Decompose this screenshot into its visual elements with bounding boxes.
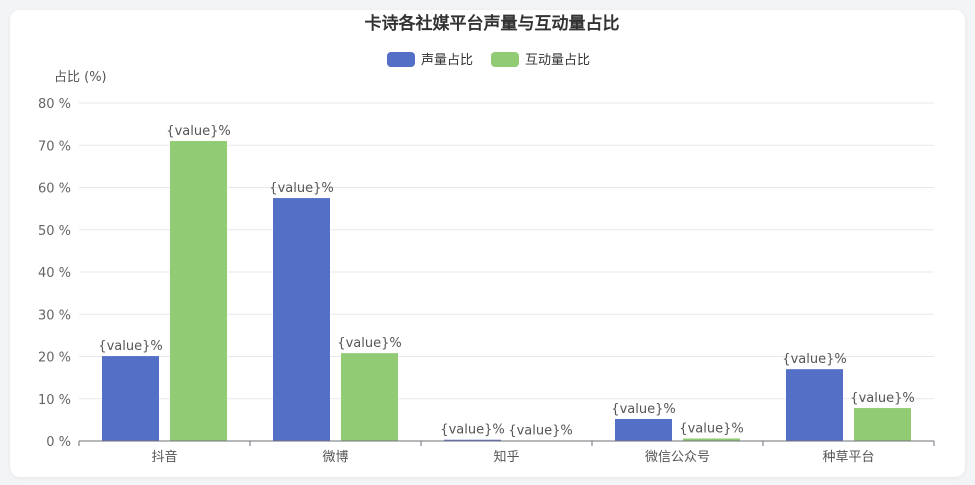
chart-title: 卡诗各社媒平台声量与互动量占比 [365,13,620,34]
x-tick-label: 种草平台 [822,450,874,465]
data-label: {value}% [166,124,230,139]
bar[interactable] [683,438,740,441]
bar[interactable] [786,369,843,441]
y-tick-label: 0 % [46,435,71,450]
bar[interactable] [273,198,330,441]
y-tick-label: 40 % [38,266,71,281]
data-label: {value}% [98,339,162,354]
legend-label[interactable]: 声量占比 [421,53,473,68]
legend-swatch[interactable] [491,52,519,67]
y-tick-label: 70 % [38,139,71,154]
data-label: {value}% [782,352,846,367]
bar[interactable] [102,356,159,441]
data-label: {value}% [850,391,914,406]
y-tick-label: 50 % [38,224,71,239]
bar[interactable] [615,419,672,441]
data-label: {value}% [679,421,743,436]
x-tick-label: 微博 [322,450,348,465]
legend-label[interactable]: 互动量占比 [525,53,590,68]
legend-swatch[interactable] [387,52,415,67]
data-label: {value}% [440,423,504,438]
bar[interactable] [341,353,398,441]
bar[interactable] [854,408,911,441]
data-label: {value}% [508,424,572,439]
bar[interactable] [170,141,227,441]
data-label: {value}% [337,336,401,351]
data-label: {value}% [269,181,333,196]
y-tick-label: 60 % [38,182,71,197]
y-tick-label: 20 % [38,351,71,366]
y-axis-label: 占比 (%) [54,70,107,85]
y-tick-label: 80 % [38,97,71,112]
x-tick-label: 微信公众号 [645,450,710,465]
bar[interactable] [444,439,501,441]
y-tick-label: 30 % [38,308,71,323]
x-tick-label: 抖音 [151,449,177,465]
data-label: {value}% [611,402,675,417]
x-tick-label: 知乎 [493,449,519,465]
legend: 声量占比 互动量占比 [387,52,590,68]
y-tick-label: 10 % [38,393,71,408]
